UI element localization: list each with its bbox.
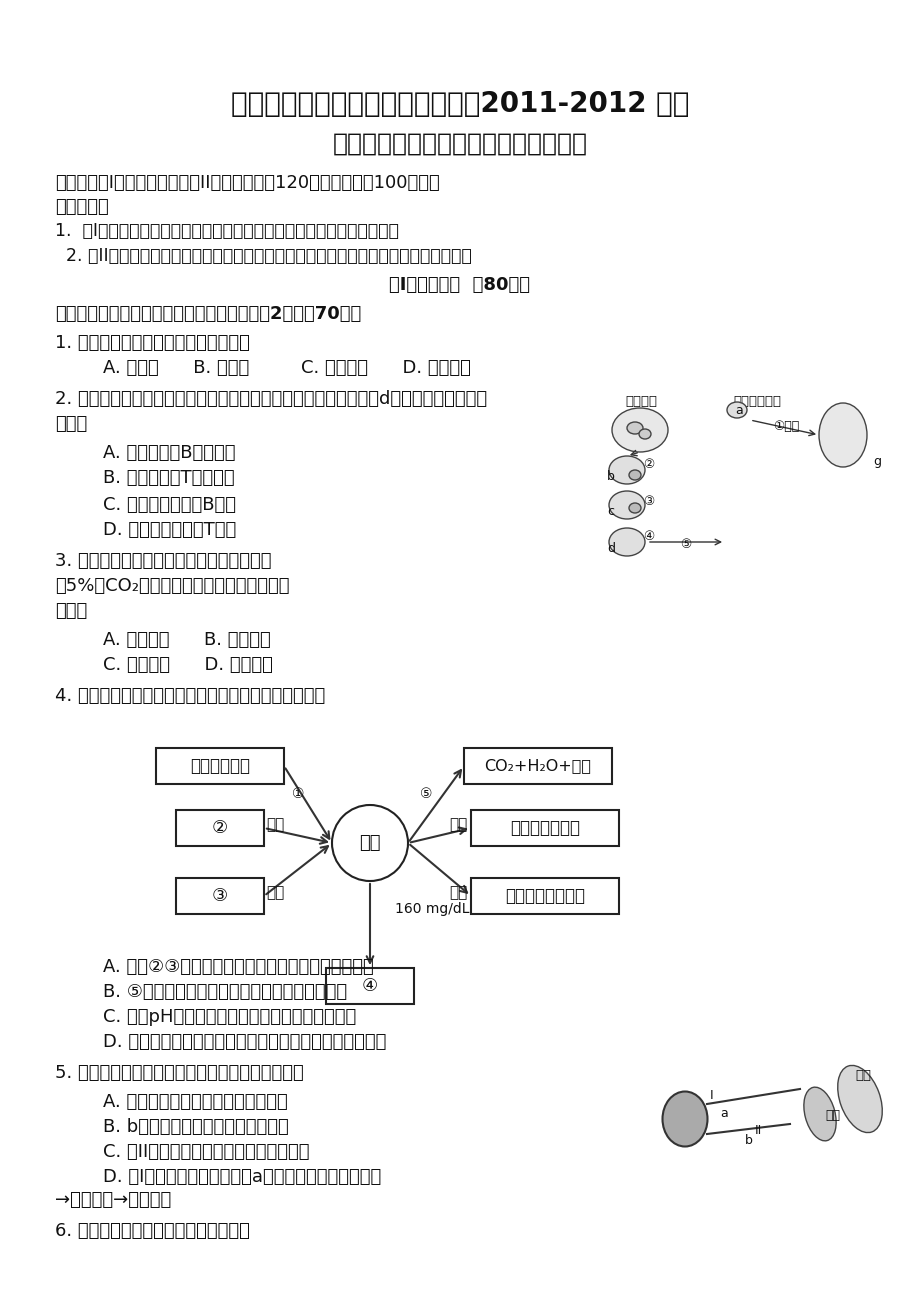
Text: A. 伸肌肌群内既有感受器也有效应器: A. 伸肌肌群内既有感受器也有效应器: [80, 1092, 288, 1111]
Text: I: I: [709, 1088, 713, 1101]
Text: 吞噬细胞: 吞噬细胞: [624, 395, 656, 408]
Text: A. 体液免疫、B淋巴细胞: A. 体液免疫、B淋巴细胞: [80, 444, 235, 462]
Text: a: a: [720, 1107, 727, 1120]
Text: 确的是: 确的是: [55, 415, 87, 434]
Ellipse shape: [627, 422, 642, 434]
Text: ②: ②: [211, 819, 228, 837]
Ellipse shape: [611, 408, 667, 452]
Text: D. 若I处施加一个有效刺激，a处膜电位变化为内负外正: D. 若I处施加一个有效刺激，a处膜电位变化为内负外正: [80, 1168, 380, 1186]
Text: 本试卷分第I卷（选择题）和第II卷两部分，共120分，考试时间100分钟。: 本试卷分第I卷（选择题）和第II卷两部分，共120分，考试时间100分钟。: [55, 174, 439, 191]
FancyBboxPatch shape: [471, 810, 618, 846]
Text: 第I卷（选择题  共80分）: 第I卷（选择题 共80分）: [389, 276, 530, 294]
Text: A. 促进②③过程进行的激素是胰高血糖素和肾上腺素: A. 促进②③过程进行的激素是胰高血糖素和肾上腺素: [80, 958, 373, 976]
Ellipse shape: [803, 1087, 835, 1141]
Ellipse shape: [332, 805, 407, 881]
Ellipse shape: [662, 1091, 707, 1147]
Text: 一、单择题（每题只有一个正确答案，每小题2分，共70分）: 一、单择题（每题只有一个正确答案，每小题2分，共70分）: [55, 305, 361, 323]
Ellipse shape: [726, 402, 746, 418]
Text: C. 体液调节      D. 免疫调节: C. 体液调节 D. 免疫调节: [80, 656, 273, 674]
FancyBboxPatch shape: [176, 810, 264, 846]
Text: ⑤: ⑤: [679, 538, 690, 551]
Text: g: g: [872, 454, 880, 467]
Text: 4. 下图为血糖的来源和去向示意图，下列叙述合理的是: 4. 下图为血糖的来源和去向示意图，下列叙述合理的是: [55, 687, 325, 704]
Ellipse shape: [818, 404, 866, 467]
Text: ④: ④: [361, 976, 378, 995]
Text: 抗原（细菌）: 抗原（细菌）: [732, 395, 780, 408]
Text: 屈肌: 屈肌: [824, 1109, 839, 1122]
Text: D. 机体血糖相对稳定的调节机制网络是神经一体液一免疫: D. 机体血糖相对稳定的调节机制网络是神经一体液一免疫: [80, 1032, 386, 1051]
Text: b: b: [744, 1134, 752, 1147]
Text: 血糖: 血糖: [358, 835, 380, 852]
Text: 肝糖原、肌糖原: 肝糖原、肌糖原: [509, 819, 579, 837]
Ellipse shape: [629, 470, 641, 480]
Text: A. 神经调节      B. 激素调节: A. 神经调节 B. 激素调节: [80, 631, 270, 648]
Text: 南京市第三高级中学（六中校区）2011-2012 学年: 南京市第三高级中学（六中校区）2011-2012 学年: [231, 90, 688, 118]
Text: A. 钙离子      B. 葡萄糖         C. 血红蛋白      D. 血浆蛋白: A. 钙离子 B. 葡萄糖 C. 血红蛋白 D. 血浆蛋白: [80, 359, 471, 378]
FancyBboxPatch shape: [463, 749, 611, 784]
Text: →内正外负→内负外正: →内正外负→内负外正: [55, 1191, 171, 1210]
Text: ③: ③: [211, 887, 228, 905]
Text: B. ⑤过程进行的主要场所是细胞质基质和核糖体: B. ⑤过程进行的主要场所是细胞质基质和核糖体: [80, 983, 346, 1001]
Text: d: d: [607, 542, 614, 555]
Text: C. 在II处施加刺激引起屈肌收缩属于反射: C. 在II处施加刺激引起屈肌收缩属于反射: [80, 1143, 309, 1161]
Text: B. 细胞免疫、T淋巴细胞: B. 细胞免疫、T淋巴细胞: [80, 469, 234, 487]
Text: 2. 第II卷答在答题纸上，答题前请务必将自己的班级、姓名、学号、考试号填写清楚。: 2. 第II卷答在答题纸上，答题前请务必将自己的班级、姓名、学号、考试号填写清楚…: [55, 247, 471, 266]
Ellipse shape: [608, 529, 644, 556]
Ellipse shape: [629, 503, 641, 513]
Text: 入5%的CO₂气体以维持呼吸中枢的兴奋性，: 入5%的CO₂气体以维持呼吸中枢的兴奋性，: [55, 577, 289, 595]
Text: 宿主细胞: 宿主细胞: [823, 418, 854, 431]
Text: 合成: 合成: [448, 818, 467, 832]
Text: ③: ③: [642, 495, 653, 508]
Text: II: II: [754, 1124, 762, 1137]
Text: 这属于: 这属于: [55, 602, 87, 620]
FancyBboxPatch shape: [156, 749, 284, 784]
FancyBboxPatch shape: [325, 967, 414, 1004]
Text: 1.  第I卷答在答题卡上，请务必正确填涂自己的考试证号、姓名、班级。: 1. 第I卷答在答题卡上，请务必正确填涂自己的考试证号、姓名、班级。: [55, 223, 399, 240]
Ellipse shape: [639, 428, 651, 439]
Text: 食物中的糖类: 食物中的糖类: [190, 756, 250, 775]
Text: 转化: 转化: [266, 885, 284, 901]
Text: 2. 右图为某病毒侵入机体被杀伤过程图解，图示所示的免疫方式及d细胞的相关叙述中正: 2. 右图为某病毒侵入机体被杀伤过程图解，图示所示的免疫方式及d细胞的相关叙述中…: [55, 391, 486, 408]
Text: 6. 关于群落的结构，下列理解错误的是: 6. 关于群落的结构，下列理解错误的是: [55, 1223, 250, 1240]
Text: 注意事项：: 注意事项：: [55, 198, 108, 216]
Text: 5. 右图为反射弧结构示意图，相关叙述中错误的是: 5. 右图为反射弧结构示意图，相关叙述中错误的是: [55, 1064, 303, 1082]
Text: 1. 下列不属于人体内环境组成成分的是: 1. 下列不属于人体内环境组成成分的是: [55, 335, 250, 352]
Text: 伸肌: 伸肌: [854, 1069, 870, 1082]
Text: CO₂+H₂O+能量: CO₂+H₂O+能量: [484, 759, 591, 773]
Ellipse shape: [837, 1065, 881, 1133]
Text: 3. 给严重缺氧的病人输氧时，要在纯氧中混: 3. 给严重缺氧的病人输氧时，要在纯氧中混: [55, 552, 271, 570]
Text: ②: ②: [642, 458, 653, 471]
Text: C. 血浆pH的相对稳定，与血浆中蛋白质含量有关: C. 血浆pH的相对稳定，与血浆中蛋白质含量有关: [80, 1008, 356, 1026]
Text: 转变: 转变: [448, 885, 467, 901]
Text: a: a: [734, 404, 742, 417]
Text: 高二上学期期末考试生物（选修）试题: 高二上学期期末考试生物（选修）试题: [332, 132, 587, 156]
Text: 160 mg/dL: 160 mg/dL: [394, 902, 469, 917]
Text: ④: ④: [642, 530, 653, 543]
FancyBboxPatch shape: [471, 878, 618, 914]
Text: ⑤: ⑤: [419, 786, 432, 801]
Text: ①: ①: [291, 786, 304, 801]
Text: D. 细胞免疫、效应T细胞: D. 细胞免疫、效应T细胞: [80, 521, 236, 539]
Ellipse shape: [608, 491, 644, 519]
Text: c: c: [607, 505, 613, 518]
Text: 脂肪、某些氨基酸: 脂肪、某些氨基酸: [505, 887, 584, 905]
Text: 分解: 分解: [266, 818, 284, 832]
Ellipse shape: [608, 456, 644, 484]
Text: B. b神经元的活动可受大脑皮层控制: B. b神经元的活动可受大脑皮层控制: [80, 1118, 289, 1137]
Text: C. 体液免疫、效应B细胞: C. 体液免疫、效应B细胞: [80, 496, 236, 514]
Text: b: b: [607, 470, 614, 483]
Text: ①侵入: ①侵入: [772, 421, 799, 434]
FancyBboxPatch shape: [176, 878, 264, 914]
